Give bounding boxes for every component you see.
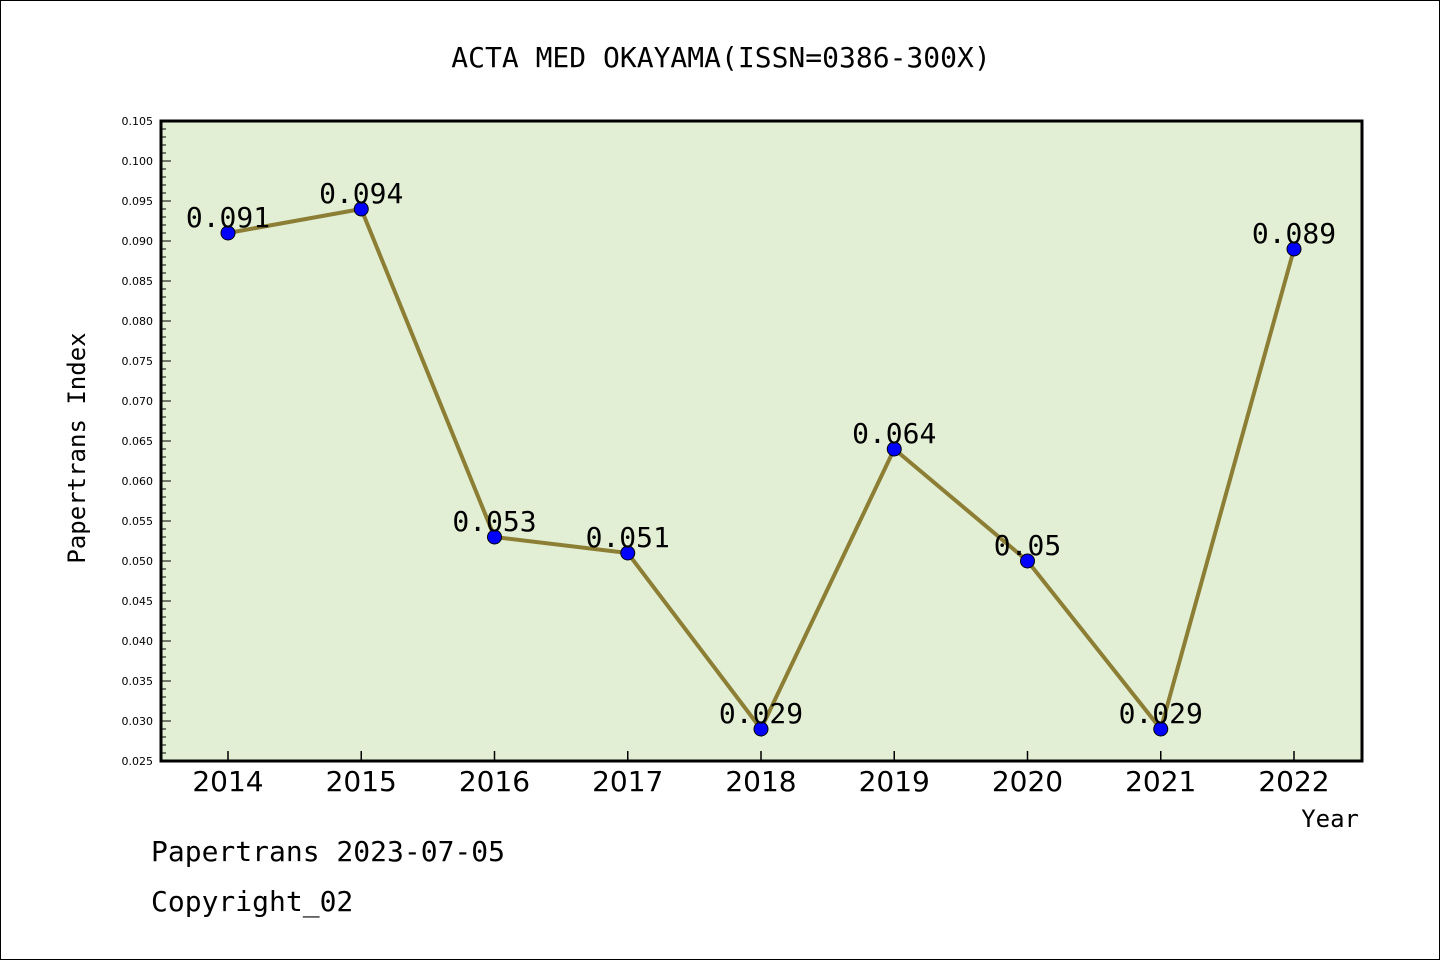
- footer-copyright: Copyright_02: [151, 885, 354, 918]
- y-tick-label: 0.085: [122, 275, 154, 288]
- y-tick-label: 0.105: [122, 115, 154, 128]
- data-label: 0.064: [852, 417, 936, 450]
- x-tick-label: 2018: [725, 765, 796, 798]
- y-axis-ticks: 0.025 0.030 0.035 0.040 0.045 0.050 0.055 0.060…: [122, 115, 171, 768]
- series-layer: 0.091 0.094 0.053 0.051 0.029 0.064 0.05 0.029 0…: [186, 177, 1336, 737]
- data-label: 0.091: [186, 201, 270, 234]
- y-tick-label: 0.025: [122, 755, 154, 768]
- x-tick-label: 2022: [1258, 765, 1329, 798]
- data-point: [1286, 241, 1302, 257]
- x-tick-label: 2015: [326, 765, 397, 798]
- data-point: [753, 721, 769, 737]
- x-axis-ticks: 2014 2015 2016 2017 2018 2019 2020 2021 2022: [192, 751, 1330, 798]
- y-tick-label: 0.100: [122, 155, 154, 168]
- y-tick-label: 0.065: [122, 435, 154, 448]
- data-point: [220, 225, 236, 241]
- data-label: 0.029: [719, 697, 803, 730]
- x-tick-label: 2021: [1125, 765, 1196, 798]
- chart-title: ACTA MED OKAYAMA(ISSN=0386-300X): [451, 41, 990, 74]
- y-tick-label: 0.075: [122, 355, 154, 368]
- data-point: [620, 545, 636, 561]
- footer-date: Papertrans 2023-07-05: [151, 835, 506, 868]
- y-tick-label: 0.050: [122, 555, 154, 568]
- y-axis-label: Papertrans Index: [63, 332, 91, 563]
- x-axis-label: Year: [1301, 805, 1359, 833]
- data-label: 0.094: [319, 177, 403, 210]
- plot-area: [159, 119, 1364, 763]
- data-label: 0.089: [1252, 217, 1336, 250]
- data-point: [886, 441, 902, 457]
- data-label: 0.051: [586, 521, 670, 554]
- x-tick-label: 2017: [592, 765, 663, 798]
- y-tick-label: 0.055: [122, 515, 154, 528]
- data-label: 0.053: [452, 505, 536, 538]
- x-tick-label: 2019: [859, 765, 930, 798]
- y-tick-label: 0.030: [122, 715, 154, 728]
- y-tick-label: 0.090: [122, 235, 154, 248]
- data-label: 0.029: [1119, 697, 1203, 730]
- y-tick-label: 0.070: [122, 395, 154, 408]
- y-tick-label: 0.080: [122, 315, 154, 328]
- data-point: [487, 529, 502, 545]
- x-tick-label: 2014: [192, 765, 263, 798]
- y-tick-label: 0.045: [122, 595, 154, 608]
- x-tick-label: 2020: [992, 765, 1063, 798]
- y-tick-label: 0.095: [122, 195, 154, 208]
- y-tick-label: 0.040: [122, 635, 154, 648]
- y-tick-label: 0.035: [122, 675, 154, 688]
- data-label: 0.05: [994, 529, 1061, 562]
- data-point: [1020, 553, 1035, 569]
- data-point: [1153, 721, 1169, 737]
- y-tick-label: 0.060: [122, 475, 154, 488]
- x-tick-label: 2016: [459, 765, 530, 798]
- data-point: [353, 201, 369, 217]
